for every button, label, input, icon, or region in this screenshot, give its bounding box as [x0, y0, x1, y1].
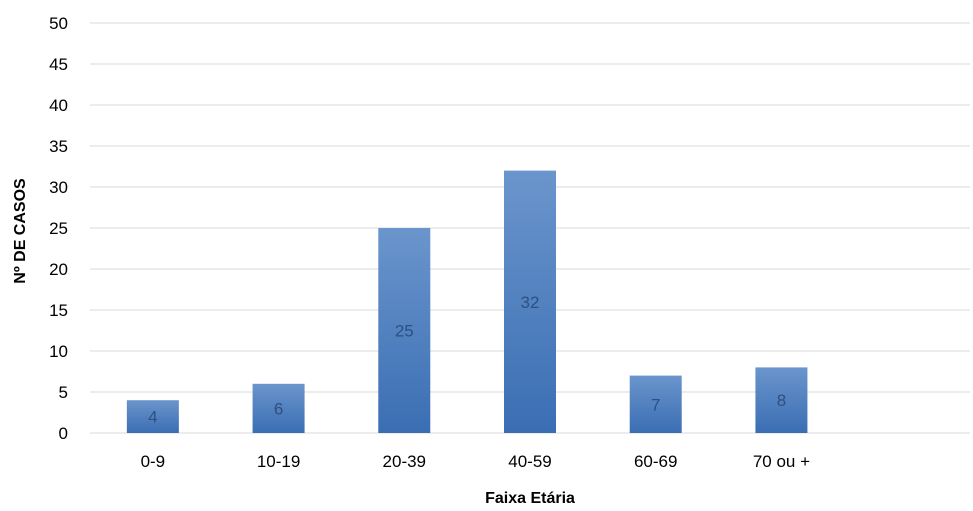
data-label: 6 [274, 399, 283, 418]
bar-0-9 [126, 400, 179, 433]
y-tick-label: 10 [49, 342, 68, 361]
data-label: 25 [395, 322, 414, 341]
x-tick-label: 20-39 [383, 452, 426, 471]
y-tick-label: 15 [49, 301, 68, 320]
bar-20-39 [378, 228, 431, 433]
y-tick-label: 35 [49, 137, 68, 156]
y-tick-label: 0 [59, 424, 68, 443]
bar-40-59 [504, 170, 556, 433]
data-label: 4 [148, 408, 157, 427]
x-tick-label: 10-19 [257, 452, 300, 471]
bar-60-69 [629, 375, 682, 433]
y-axis-ticks: 0 5 10 15 20 25 30 35 40 45 50 [49, 14, 68, 443]
x-tick-label: 40-59 [508, 452, 551, 471]
bar-70-ou [755, 367, 808, 433]
x-axis-ticks: 0-9 10-19 20-39 40-59 60-69 70 ou + [141, 452, 811, 471]
data-label: 8 [777, 391, 786, 410]
y-tick-label: 50 [49, 14, 68, 33]
data-label: 32 [521, 293, 540, 312]
y-tick-label: 25 [49, 219, 68, 238]
x-tick-label: 60-69 [634, 452, 677, 471]
data-label: 7 [651, 395, 660, 414]
x-tick-label: 70 ou + [753, 452, 810, 471]
y-tick-label: 40 [49, 96, 68, 115]
bar-10-19 [252, 383, 305, 433]
y-tick-label: 5 [59, 383, 68, 402]
x-tick-label: 0-9 [141, 452, 166, 471]
bars [126, 170, 808, 433]
y-tick-label: 20 [49, 260, 68, 279]
data-labels: 4 6 25 32 7 8 [148, 293, 786, 427]
y-tick-label: 30 [49, 178, 68, 197]
x-axis-title: Faixa Etária [485, 490, 575, 507]
y-tick-label: 45 [49, 55, 68, 74]
y-axis-title: Nº DE CASOS [12, 178, 29, 284]
